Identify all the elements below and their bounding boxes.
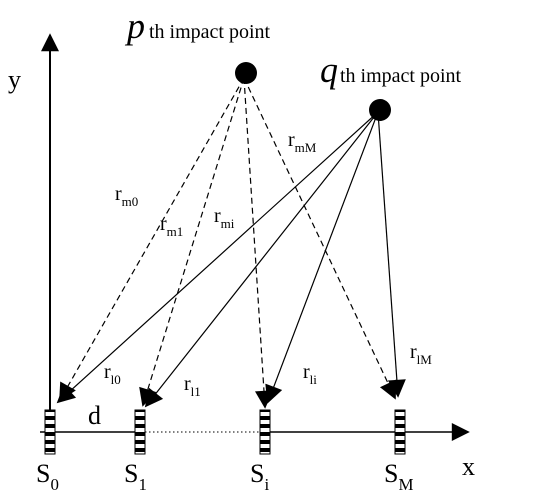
subscript: M <box>398 475 413 494</box>
ray <box>377 111 406 398</box>
base: S <box>384 459 398 488</box>
ray <box>59 77 245 402</box>
distance-label: rm1 <box>160 213 183 239</box>
base: r <box>288 129 295 151</box>
y-axis-label: y <box>8 65 21 94</box>
base: r <box>303 361 310 383</box>
q-rays <box>56 111 406 408</box>
label: th impact point <box>340 65 462 87</box>
q-point <box>369 99 391 121</box>
subscript: l1 <box>191 384 201 399</box>
distance-label: rmM <box>288 129 317 155</box>
sensor <box>394 409 406 455</box>
subscript: 0 <box>50 475 58 494</box>
base: S <box>250 459 264 488</box>
base: r <box>104 361 111 383</box>
ray <box>144 111 379 408</box>
subscript: m0 <box>122 194 139 209</box>
sensor-label: Si <box>250 459 269 494</box>
subscript: lM <box>417 352 433 367</box>
subscript: mM <box>295 140 317 155</box>
base: r <box>115 183 122 205</box>
distance-label: rli <box>303 361 317 387</box>
subscript: m1 <box>167 224 184 239</box>
p-point <box>235 62 257 84</box>
sensor-label: S0 <box>36 459 59 494</box>
subscript: li <box>310 372 318 387</box>
base: r <box>214 205 221 227</box>
sensor-label: S1 <box>124 459 147 494</box>
sensor <box>44 409 56 455</box>
x-axis-label: x <box>462 452 475 481</box>
label: th impact point <box>149 21 271 43</box>
sensor <box>134 409 146 455</box>
base: r <box>184 373 191 395</box>
subscript: 1 <box>138 475 146 494</box>
sensor-label: SM <box>384 459 414 494</box>
symbol: p <box>124 6 145 46</box>
base: r <box>160 213 167 235</box>
q-label: q th impact point <box>320 50 462 90</box>
ray <box>139 77 245 407</box>
ray <box>56 111 379 404</box>
distance-label: rl0 <box>104 361 121 387</box>
distance-label: rlM <box>410 341 432 367</box>
symbol: q <box>320 50 338 90</box>
ray <box>243 77 273 409</box>
subscript: mi <box>221 216 235 231</box>
ray <box>265 111 379 404</box>
ray <box>243 77 397 400</box>
spacing-label: d <box>88 401 101 430</box>
base: S <box>36 459 50 488</box>
p-rays <box>59 77 397 409</box>
distance-label: rmi <box>214 205 235 231</box>
base: S <box>124 459 138 488</box>
sensor <box>259 409 271 455</box>
p-label: p th impact point <box>124 6 271 46</box>
sensors <box>44 409 406 455</box>
base: r <box>410 341 417 363</box>
subscript: i <box>264 475 269 494</box>
distance-label: rl1 <box>184 373 201 399</box>
subscript: l0 <box>111 372 121 387</box>
distance-label: rm0 <box>115 183 138 209</box>
